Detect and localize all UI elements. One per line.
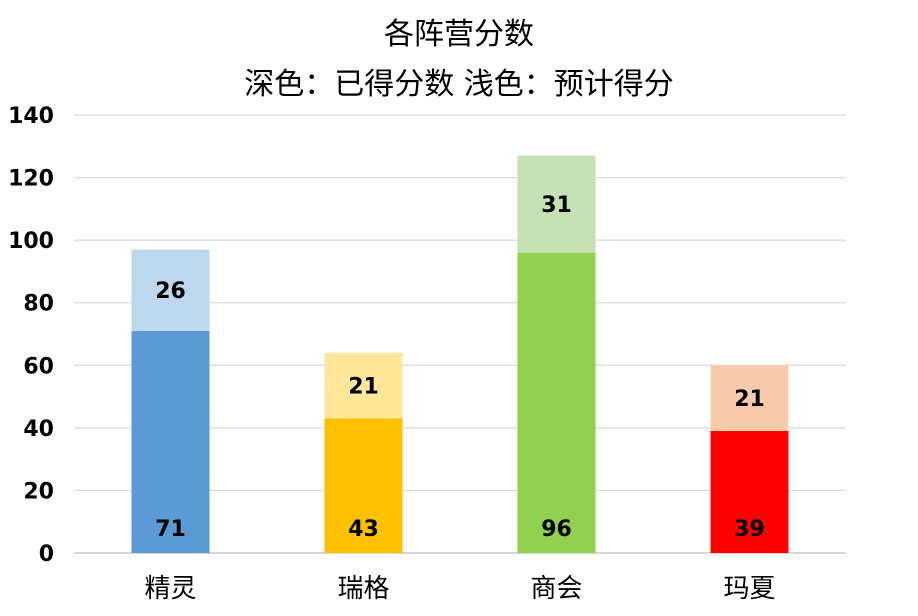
y-tick-label: 120 — [8, 167, 54, 192]
y-axis-ticks: 0 20 40 60 80 100 120 140 — [8, 104, 54, 567]
y-tick-label: 60 — [23, 354, 54, 379]
y-tick-label: 140 — [8, 104, 54, 129]
y-tick-label: 20 — [23, 479, 54, 504]
bars — [131, 155, 789, 553]
data-labels: 71 26 43 21 96 31 39 21 — [155, 193, 765, 542]
x-tick-label: 商会 — [530, 574, 582, 604]
x-tick-label: 玛夏 — [723, 574, 775, 604]
y-tick-label: 40 — [23, 417, 54, 442]
data-label-earned: 71 — [155, 517, 186, 542]
chart-subtitle: 深色：已得分数 浅色：预计得分 — [244, 67, 674, 102]
data-label-earned: 39 — [734, 517, 765, 542]
y-tick-label: 0 — [39, 542, 54, 567]
x-axis-ticks: 精灵 瑞格 商会 玛夏 — [144, 574, 775, 604]
bar-earned — [710, 430, 789, 553]
bar-projected — [710, 365, 789, 431]
bar-projected — [517, 155, 596, 253]
data-label-earned: 96 — [541, 517, 572, 542]
bar-earned — [131, 330, 210, 553]
bar-projected — [324, 352, 403, 419]
bar-earned — [324, 418, 403, 553]
data-label-earned: 43 — [348, 517, 379, 542]
x-tick-label: 瑞格 — [337, 574, 389, 604]
y-tick-label: 100 — [8, 229, 54, 254]
chart-title: 各阵营分数 — [384, 17, 534, 52]
data-label-projected: 21 — [348, 375, 379, 400]
data-label-projected: 31 — [541, 193, 572, 218]
data-label-projected: 21 — [734, 387, 765, 412]
bar-earned — [517, 252, 596, 553]
x-tick-label: 精灵 — [144, 574, 196, 604]
data-label-projected: 26 — [155, 279, 186, 304]
bar-projected — [131, 249, 210, 331]
y-tick-label: 80 — [23, 292, 54, 317]
